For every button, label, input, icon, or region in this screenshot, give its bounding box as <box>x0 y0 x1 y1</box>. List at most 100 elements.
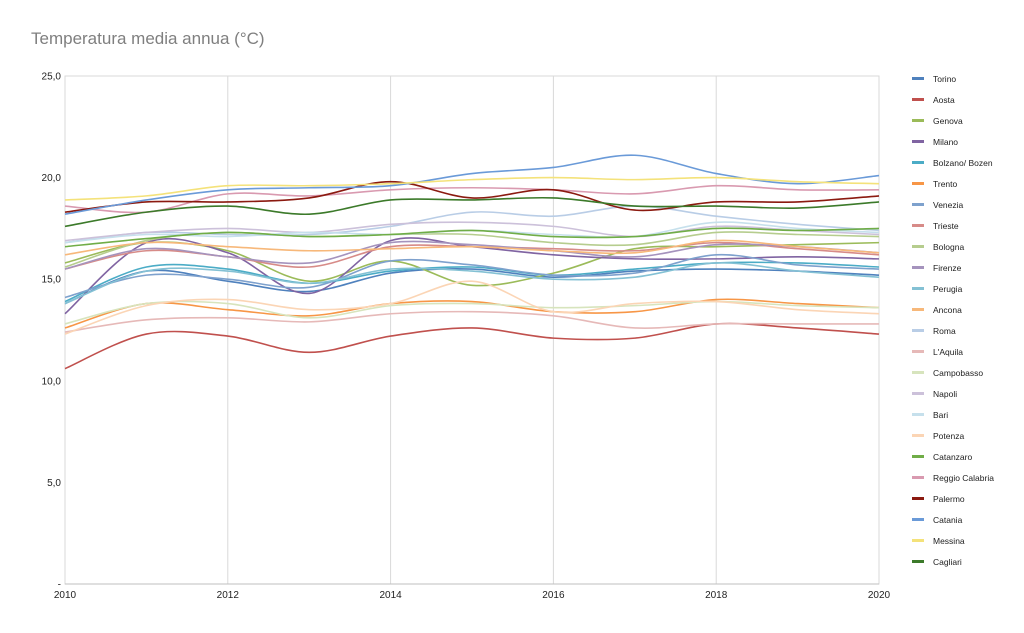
plot-frame <box>64 75 880 585</box>
legend-item-messina: Messina <box>912 530 1020 551</box>
legend-item-palermo: Palermo <box>912 488 1020 509</box>
series-line-venezia <box>64 253 880 299</box>
legend-label: L'Aquila <box>933 346 963 357</box>
legend-item-l-aquila: L'Aquila <box>912 341 1020 362</box>
series-layer <box>64 154 880 370</box>
y-tick-label: - <box>58 580 61 591</box>
legend-label: Perugia <box>933 283 963 294</box>
legend-swatch <box>912 539 924 542</box>
legend-label: Potenza <box>933 430 965 441</box>
legend-label: Trento <box>933 178 958 189</box>
series-line-torino <box>64 268 880 305</box>
x-tick-label: 2012 <box>217 590 240 601</box>
legend-item-perugia: Perugia <box>912 278 1020 299</box>
series-line-ancona <box>64 239 880 256</box>
x-tick-label: 2010 <box>54 590 77 601</box>
legend-swatch <box>912 245 924 248</box>
x-tick-label: 2018 <box>705 590 728 601</box>
legend-label: Aosta <box>933 94 955 105</box>
legend-item-potenza: Potenza <box>912 425 1020 446</box>
legend-swatch <box>912 119 924 122</box>
legend-label: Roma <box>933 325 956 336</box>
legend-swatch <box>912 560 924 563</box>
legend-item-napoli: Napoli <box>912 383 1020 404</box>
legend-swatch <box>912 161 924 164</box>
legend-swatch <box>912 98 924 101</box>
legend-item-catanzaro: Catanzaro <box>912 446 1020 467</box>
legend-label: Reggio Calabria <box>933 472 994 483</box>
legend-item-reggio-calabria: Reggio Calabria <box>912 467 1020 488</box>
x-tick-label: 2016 <box>542 590 565 601</box>
legend-label: Bologna <box>933 241 965 252</box>
legend-label: Napoli <box>933 388 958 399</box>
chart-title: Temperatura media annua (°C) <box>31 29 265 48</box>
legend-label: Campobasso <box>933 367 984 378</box>
legend-swatch <box>912 371 924 374</box>
legend-swatch <box>912 518 924 521</box>
legend-swatch <box>912 308 924 311</box>
legend-swatch <box>912 77 924 80</box>
legend-label: Cagliari <box>933 556 962 567</box>
legend-swatch <box>912 287 924 290</box>
legend-item-ancona: Ancona <box>912 299 1020 320</box>
legend-swatch <box>912 140 924 143</box>
series-line-napoli <box>64 221 880 242</box>
legend-item-bologna: Bologna <box>912 236 1020 257</box>
legend-label: Bolzano/ Bozen <box>933 157 993 168</box>
legend-label: Firenze <box>933 262 962 273</box>
series-line-aosta <box>64 322 880 370</box>
legend-item-cagliari: Cagliari <box>912 551 1020 572</box>
legend-label: Palermo <box>933 493 965 504</box>
legend-item-firenze: Firenze <box>912 257 1020 278</box>
legend-item-trento: Trento <box>912 173 1020 194</box>
y-tick-label: 5,0 <box>47 478 61 489</box>
legend-swatch <box>912 392 924 395</box>
legend-swatch <box>912 434 924 437</box>
legend-item-venezia: Venezia <box>912 194 1020 215</box>
axis-layer: - 5,0 10,0 15,0 20,0 25,0 2010 2012 2014 2016 2018… <box>42 72 891 602</box>
legend-swatch <box>912 497 924 500</box>
legend-item-aosta: Aosta <box>912 89 1020 110</box>
legend-label: Trieste <box>933 220 959 231</box>
legend-label: Genova <box>933 115 963 126</box>
series-line-potenza <box>64 280 880 335</box>
legend-item-torino: Torino <box>912 68 1020 89</box>
legend-item-catania: Catania <box>912 509 1020 530</box>
x-tick-label: 2020 <box>868 590 891 601</box>
series-line-reggio-calabria <box>64 184 880 214</box>
legend-item-campobasso: Campobasso <box>912 362 1020 383</box>
legend-item-milano: Milano <box>912 131 1020 152</box>
series-line-genova <box>64 241 880 287</box>
legend: Torino Aosta Genova Milano Bolzano/ Bozen Tre… <box>912 68 1020 572</box>
legend-item-trieste: Trieste <box>912 215 1020 236</box>
series-line-catanzaro <box>64 227 880 248</box>
series-line-messina <box>64 176 880 201</box>
legend-swatch <box>912 329 924 332</box>
series-line-bolzano-bozen <box>64 261 880 303</box>
legend-item-bolzano-bozen: Bolzano/ Bozen <box>912 152 1020 173</box>
legend-item-genova: Genova <box>912 110 1020 131</box>
x-tick-label: 2014 <box>379 590 402 601</box>
legend-label: Torino <box>933 73 957 84</box>
legend-swatch <box>912 455 924 458</box>
series-line-l-aquila <box>64 310 879 333</box>
grid-layer <box>64 75 880 585</box>
legend-label: Ancona <box>933 304 962 315</box>
y-tick-label: 25,0 <box>42 72 62 83</box>
series-line-catania <box>64 154 880 215</box>
legend-swatch <box>912 203 924 206</box>
y-tick-label: 10,0 <box>42 376 62 387</box>
legend-swatch <box>912 476 924 479</box>
legend-item-roma: Roma <box>912 320 1020 341</box>
series-line-palermo <box>64 180 880 213</box>
y-tick-label: 15,0 <box>42 275 62 286</box>
legend-label: Messina <box>933 535 965 546</box>
series-line-perugia <box>64 262 880 305</box>
legend-label: Bari <box>933 409 949 420</box>
series-line-cagliari <box>64 196 880 228</box>
series-line-campobasso <box>64 300 880 325</box>
y-tick-label: 20,0 <box>42 173 62 184</box>
legend-swatch <box>912 266 924 269</box>
